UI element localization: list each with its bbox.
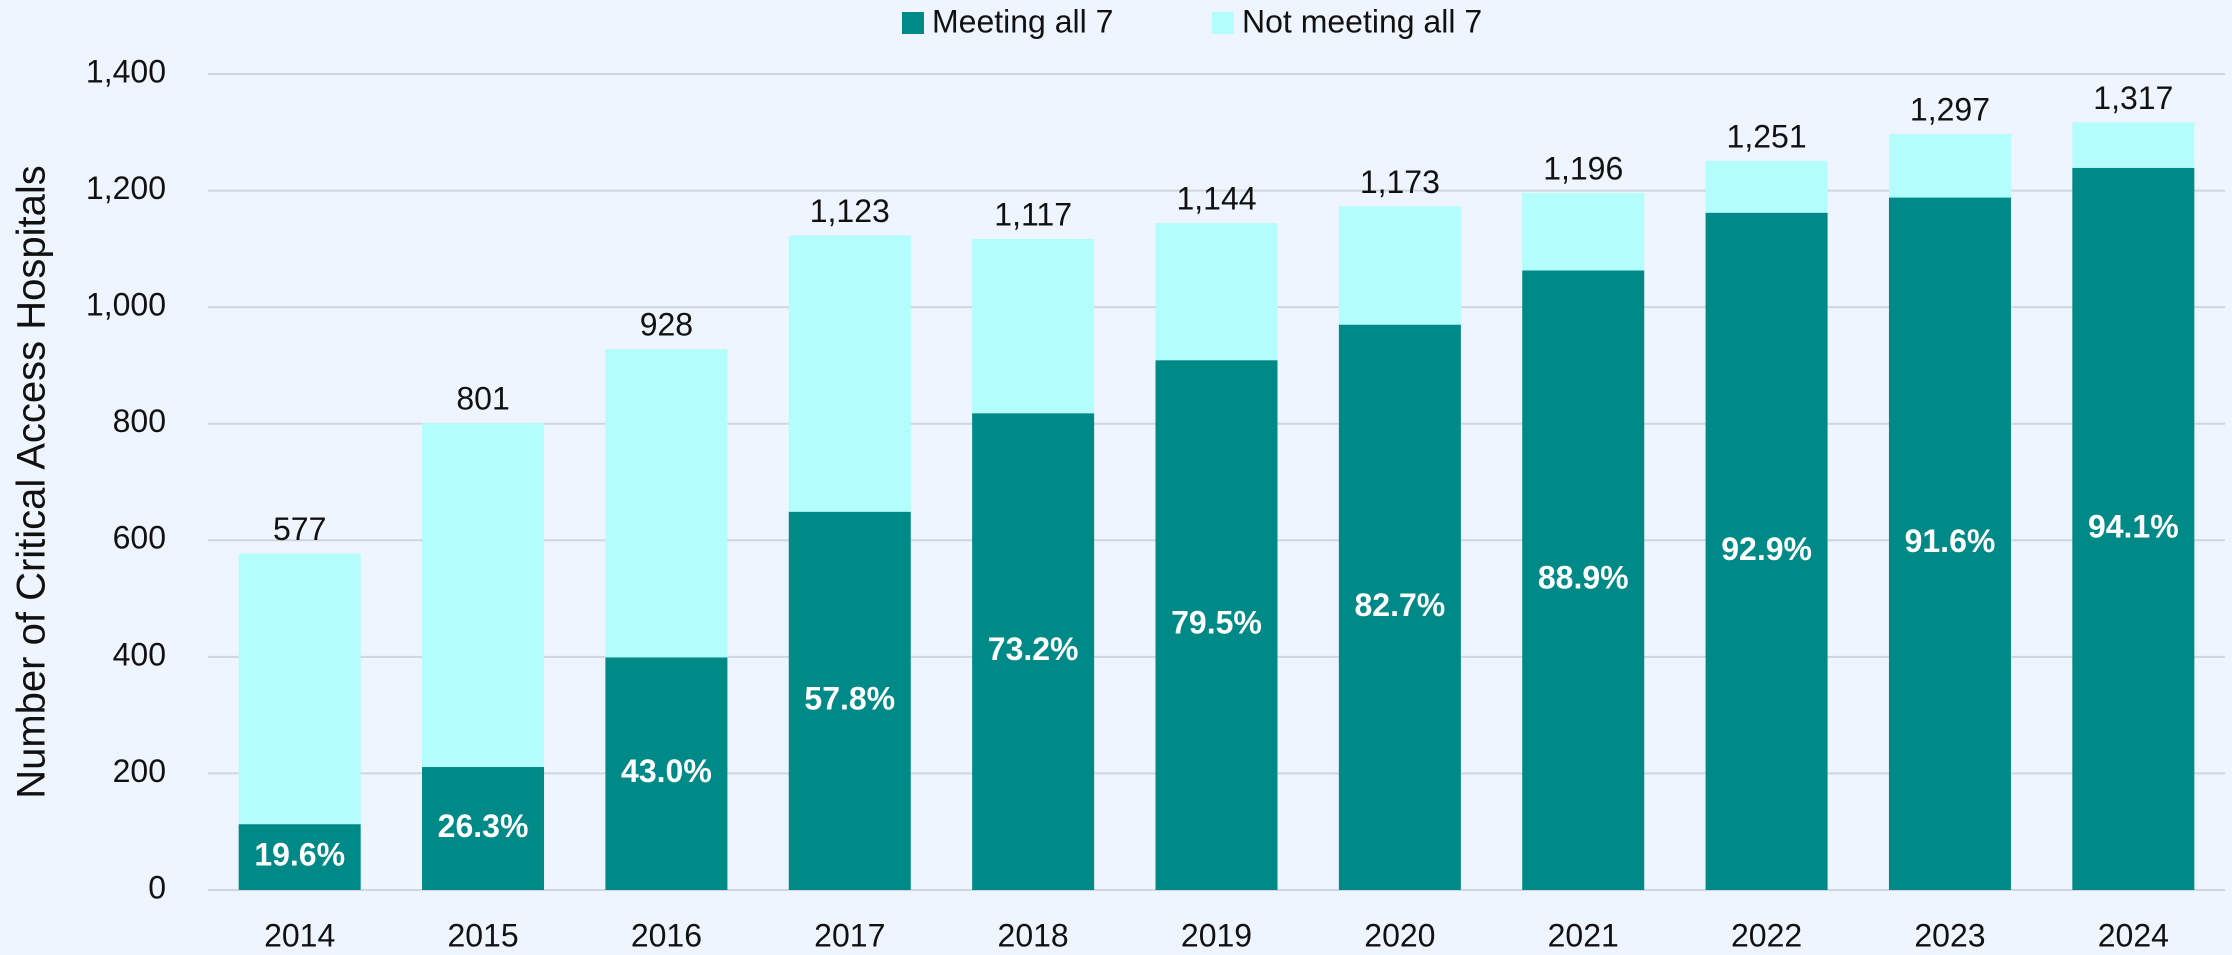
segment-label: 26.3% (438, 808, 529, 844)
x-tick-label: 2018 (998, 917, 1069, 953)
legend-label: Meeting all 7 (932, 3, 1113, 39)
segment-label: 79.5% (1171, 605, 1262, 641)
segment-label: 73.2% (988, 631, 1079, 667)
segment-label: 92.9% (1721, 531, 1812, 567)
y-tick-label: 600 (113, 520, 166, 556)
y-axis-label: Number of Critical Access Hospitals (10, 165, 54, 799)
bar-segment (2072, 167, 2195, 891)
y-tick-label: 1,000 (86, 287, 166, 323)
x-tick-label: 2016 (631, 917, 702, 953)
x-tick-label: 2017 (814, 917, 885, 953)
segment-label: 82.7% (1354, 587, 1445, 623)
bar-segment (1522, 192, 1645, 271)
segment-label: 57.8% (804, 680, 895, 716)
bar-segment (2072, 122, 2195, 168)
legend-swatch (902, 12, 924, 34)
total-label: 1,117 (994, 196, 1072, 232)
segment-label: 43.0% (621, 753, 712, 789)
x-tick-label: 2022 (1731, 917, 1802, 953)
y-tick-label: 0 (148, 869, 166, 905)
bar-segment (788, 511, 911, 890)
bar-segment (1522, 270, 1645, 890)
bar-segment (238, 553, 361, 825)
bar-segment (605, 349, 728, 658)
y-tick-label: 400 (113, 636, 166, 672)
bar-segment (788, 235, 911, 512)
total-label: 1,196 (1543, 150, 1623, 186)
total-label: 1,317 (2093, 80, 2173, 116)
total-label: 1,173 (1360, 164, 1440, 200)
bar-segment (1705, 160, 1828, 213)
total-label: 928 (640, 307, 693, 343)
total-label: 801 (456, 381, 509, 417)
x-tick-label: 2014 (264, 917, 335, 953)
segment-label: 91.6% (1905, 523, 1996, 559)
bar-segment (1705, 212, 1828, 891)
y-tick-label: 200 (113, 753, 166, 789)
segment-label: 88.9% (1538, 560, 1629, 596)
x-tick-label: 2019 (1181, 917, 1252, 953)
bar-segment (1155, 223, 1278, 361)
y-tick-label: 800 (113, 403, 166, 439)
bar-segment (1338, 324, 1461, 891)
y-tick-label: 1,400 (86, 53, 166, 89)
bar-segment (1338, 206, 1461, 325)
total-label: 1,251 (1727, 118, 1807, 154)
bar-segment (1888, 197, 2011, 890)
bar-segment (1888, 134, 2011, 198)
y-tick-label: 1,200 (86, 170, 166, 206)
x-tick-label: 2021 (1548, 917, 1619, 953)
x-tick-label: 2024 (2098, 917, 2169, 953)
total-label: 1,297 (1910, 91, 1990, 127)
total-label: 1,144 (1176, 181, 1256, 217)
bar-segment (972, 413, 1095, 890)
x-tick-label: 2015 (447, 917, 518, 953)
bar-segment (1155, 360, 1278, 890)
total-label: 1,123 (810, 193, 890, 229)
total-label: 577 (273, 511, 326, 547)
x-tick-label: 2023 (1914, 917, 1985, 953)
segment-label: 94.1% (2088, 508, 2179, 544)
bar-segment (972, 238, 1095, 414)
legend-swatch (1212, 12, 1234, 34)
bar-segment (605, 657, 728, 890)
segment-label: 19.6% (254, 837, 345, 873)
bar-segment (422, 767, 545, 890)
legend-label: Not meeting all 7 (1242, 3, 1482, 39)
x-tick-label: 2020 (1364, 917, 1435, 953)
bar-segment (238, 824, 361, 890)
bar-segment (422, 423, 545, 768)
